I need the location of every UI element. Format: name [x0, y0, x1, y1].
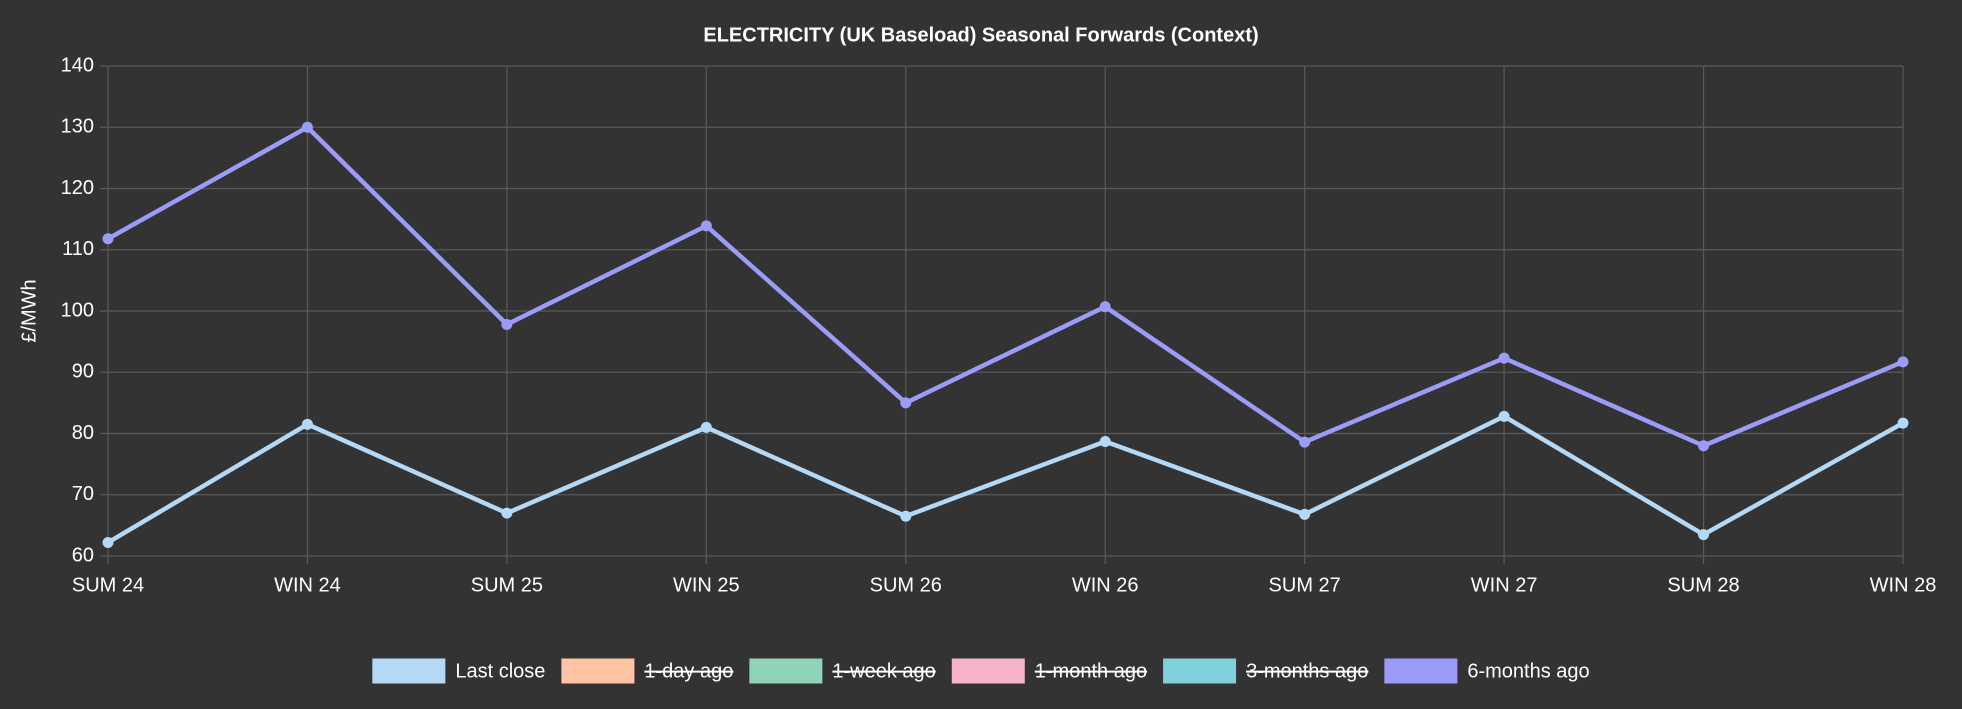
x-tick-label: WIN 28: [1870, 574, 1937, 596]
data-point: [1299, 508, 1311, 520]
data-point: [700, 421, 712, 433]
y-tick-label: 100: [61, 299, 94, 321]
data-point: [501, 318, 513, 330]
x-tick-label: WIN 24: [274, 574, 341, 596]
y-tick-label: 140: [61, 54, 94, 76]
y-tick-label: 130: [61, 116, 94, 138]
legend-label: 1-day ago: [644, 660, 733, 682]
y-tick-label: 120: [61, 177, 94, 199]
legend-label: 1-week ago: [832, 660, 935, 682]
legend-swatch: [749, 658, 823, 684]
data-point: [1698, 440, 1710, 452]
x-tick-label: WIN 26: [1072, 574, 1139, 596]
chart-title: ELECTRICITY (UK Baseload) Seasonal Forwa…: [703, 24, 1258, 46]
data-point: [700, 220, 712, 232]
legend: Last close 1-day ago 1-week ago 1-month ago…: [372, 658, 1590, 684]
data-point: [1299, 436, 1311, 448]
x-tick-label: SUM 27: [1269, 574, 1341, 596]
x-tick-label: WIN 27: [1471, 574, 1538, 596]
legend-swatch: [372, 658, 446, 684]
x-tick-label: SUM 26: [870, 574, 942, 596]
data-point: [1897, 417, 1909, 429]
y-tick-label: 60: [72, 544, 94, 566]
data-point: [1897, 356, 1909, 368]
data-point: [501, 507, 513, 519]
x-tick-label: SUM 24: [72, 574, 144, 596]
data-point: [1498, 410, 1510, 422]
data-point: [301, 121, 313, 133]
y-tick-label: 80: [72, 422, 94, 444]
y-tick-label: 110: [62, 238, 94, 260]
data-point: [1099, 435, 1111, 447]
legend-label: Last close: [455, 660, 545, 682]
legend-label: 1-month ago: [1035, 660, 1147, 682]
data-point: [1698, 529, 1710, 541]
data-point: [102, 233, 114, 245]
legend-label: 3-months ago: [1246, 660, 1368, 682]
data-point: [1498, 352, 1510, 364]
data-point: [900, 397, 912, 409]
legend-swatch: [1163, 658, 1237, 684]
legend-swatch: [1384, 658, 1458, 684]
legend-label: 6-months ago: [1467, 660, 1589, 682]
data-point: [301, 418, 313, 430]
legend-swatch: [561, 658, 635, 684]
series-line: [106, 414, 1905, 545]
data-point: [1099, 301, 1111, 313]
y-tick-label: 70: [72, 483, 94, 505]
x-tick-label: SUM 25: [471, 574, 543, 596]
legend-swatch: [951, 658, 1025, 684]
series-line: [106, 125, 1904, 448]
x-tick-label: WIN 25: [673, 574, 740, 596]
x-tick-label: SUM 28: [1667, 574, 1739, 596]
data-point: [900, 510, 912, 522]
data-point: [102, 537, 114, 549]
y-axis-label: £/MWh: [18, 279, 40, 342]
y-tick-label: 90: [72, 361, 94, 383]
